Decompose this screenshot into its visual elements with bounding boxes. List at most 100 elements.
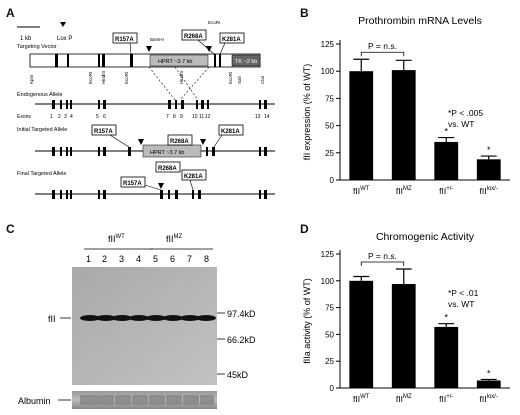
tk-label: TK ~2 kb [235,59,257,65]
final-mutation-r157a: R157A [123,181,142,187]
chart-d-ytick-label-5: 125 [321,250,335,259]
loxp-text: Lox P [57,36,72,42]
svg-text:11: 11 [199,114,204,120]
initial-mutation-r157a: R157A [94,129,113,135]
endogenous-exons [52,100,267,109]
chart-d-ytick-label-0: 0 [330,384,335,393]
tk-cassette [231,54,261,67]
chart-d-xtick-label-1: fIIMZ [396,394,412,404]
chart-d-bar-2 [434,326,459,388]
chart-b-ytick-label-2: 50 [325,122,334,131]
chart-d-sig-3: * [487,368,491,378]
chart-b-ytick-label-5: 125 [321,40,335,49]
exon-numbers: Exons 1 2 3 4 5 6 7 8 9 10 11 12 13 14 [17,114,270,120]
final-box-r268a [155,161,181,173]
panel-a-label: A [6,6,15,20]
initial-mutation-r268a: R268A [170,139,189,145]
site-sali: SalI [237,76,242,84]
row-label-targeting: Targeting Vector [17,44,57,50]
scale-text: 1 kb [20,36,32,42]
fii-bands [80,315,216,321]
final-mutation-k281a: K281A [184,174,203,180]
chart-b-ns-label: P = n.s. [368,41,397,51]
loxp-icon-2 [206,46,212,52]
chart-d-ns-bracket [360,261,405,267]
svg-text:10: 10 [192,114,198,120]
svg-text:3: 3 [64,114,67,120]
site-clai: ClaI [260,76,265,84]
marker-45: 45kD [227,370,249,380]
chart-b-xtick-label-0: fIIWT [353,186,370,196]
loxp-legend-icon [60,22,66,27]
albumin-label: Albumin [18,396,51,406]
svg-text:2: 2 [102,254,107,264]
svg-text:14: 14 [264,114,270,120]
chart-d-ytick-label-3: 75 [325,304,334,313]
initial-exons [52,147,267,156]
chart-d-ns-label: P = n.s. [368,251,397,261]
chart-d-bar-1 [391,284,416,388]
recombination-lines [148,66,210,101]
panel-c-label: C [6,222,15,236]
lane-numbers: 1 2 3 4 5 6 7 8 [86,254,209,264]
row-label-endogenous: Endogenous Allele [17,92,63,98]
site-bamhi: BamHI [150,37,164,42]
marker-66: 66.2kD [227,335,256,345]
chart-b-ns-bracket [360,51,405,57]
chart-b-ytick-label-3: 75 [325,94,334,103]
mutation-r157a: R157A [115,37,134,43]
chart-d-xtick-label-3: fIIlox/- [480,394,498,404]
initial-box-r268a [167,134,193,146]
chart-d-ylabel: fIIa activity (% of WT) [302,278,312,364]
svg-text:6: 6 [103,114,106,120]
chart-d-annotation-1: vs. WT [448,299,474,309]
loxp-icon-1 [146,46,152,52]
chart-b-annotation-1: vs. WT [448,119,474,129]
chart-b-sig-3: * [487,145,491,155]
mutation-k281a: K281A [222,37,241,43]
svg-text:1: 1 [86,254,91,264]
svg-text:3: 3 [119,254,124,264]
chart-d-xtick-label-2: fII+/- [439,394,453,404]
final-mutation-r268a: R268A [158,166,177,172]
chart-b-sig-2: * [444,127,448,137]
mutation-box-r268a [181,29,207,41]
final-exons [52,190,267,199]
svg-text:9: 9 [180,114,183,120]
svg-text:5: 5 [153,254,158,264]
panel-b-label: B [300,6,309,20]
group-label-wt: fIIWT [108,234,125,244]
targeting-exons [55,54,221,67]
svg-text:7: 7 [187,254,192,264]
svg-text:7: 7 [166,114,169,120]
svg-text:8: 8 [173,114,176,120]
site-kpni: KpnI [29,75,34,84]
svg-text:12: 12 [205,114,211,120]
panel-d-label: D [300,222,309,236]
site-ecori-3: EcoRI [228,72,233,84]
chart-d-sig-2: * [444,313,448,323]
chart-b-xtick-label-3: fIIlox/- [480,186,498,196]
mutation-box-k281a [219,32,245,44]
chart-b-bar-2 [434,141,459,180]
hprt-cassette [149,54,209,67]
mutation-box-r157a [112,32,138,44]
svg-text:8: 8 [204,254,209,264]
chart-d-ytick-label-4: 100 [321,277,335,286]
final-box-k281a [181,169,207,181]
chart-b-ytick-label-1: 25 [325,149,334,158]
final-loxp [158,183,164,189]
chart-d-bar-3 [476,380,501,388]
chart-d-bar-0 [349,280,374,388]
row-label-initial: Initial Targeted Allele [17,127,67,133]
fii-row-label: fII [48,314,56,324]
chart-b-bar-3 [476,159,501,180]
site-hindiii: HindIII [101,71,106,84]
chart-b-bar-1 [391,70,416,180]
svg-text:1: 1 [50,114,53,120]
svg-text:4: 4 [70,114,73,120]
